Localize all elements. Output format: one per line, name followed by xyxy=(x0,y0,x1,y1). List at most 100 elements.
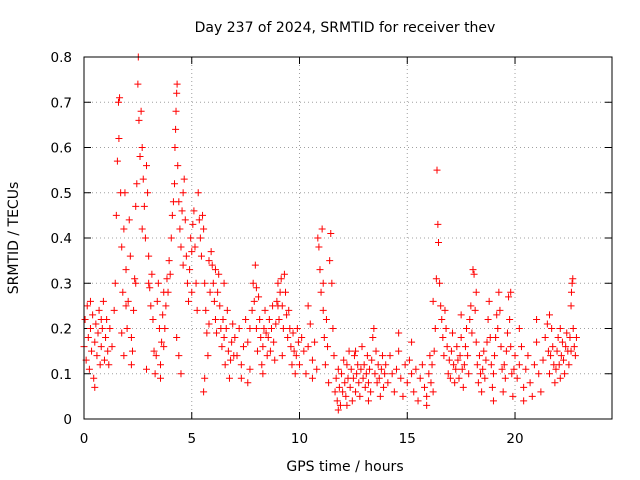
data-point xyxy=(355,379,363,387)
data-point xyxy=(367,388,375,396)
data-point xyxy=(127,361,135,369)
data-point xyxy=(322,315,330,323)
data-point xyxy=(219,315,227,323)
data-point xyxy=(357,365,365,373)
data-point xyxy=(208,261,216,269)
data-point xyxy=(200,225,208,233)
data-point xyxy=(451,379,459,387)
data-point xyxy=(515,325,523,332)
data-point xyxy=(95,306,103,314)
x-tick-labels: 0 5 10 15 20 xyxy=(80,431,524,447)
data-point xyxy=(493,311,501,319)
data-point xyxy=(167,234,175,242)
data-point xyxy=(526,379,534,387)
data-point xyxy=(279,325,287,332)
data-point xyxy=(210,297,218,305)
y-axis-label: SRMTID / TECUs xyxy=(6,182,22,295)
data-point xyxy=(113,157,121,165)
data-point xyxy=(408,338,416,346)
data-point xyxy=(148,270,156,278)
data-point xyxy=(431,325,439,332)
data-point xyxy=(314,234,322,242)
data-point xyxy=(324,343,332,351)
data-point xyxy=(274,302,282,310)
data-point xyxy=(151,370,159,378)
data-point xyxy=(211,266,219,274)
data-points xyxy=(80,53,580,414)
data-point xyxy=(566,334,574,342)
data-point xyxy=(491,352,499,360)
data-point xyxy=(88,347,96,355)
data-point xyxy=(333,397,341,405)
data-point xyxy=(291,370,299,378)
x-tick-label: 20 xyxy=(506,431,523,447)
data-point xyxy=(188,248,196,256)
y-tick-label: 0.4 xyxy=(51,231,72,247)
data-point xyxy=(127,334,135,342)
data-point xyxy=(97,343,105,351)
data-point xyxy=(330,352,338,360)
data-point xyxy=(298,334,306,342)
data-point xyxy=(423,401,431,409)
data-point xyxy=(459,383,467,391)
data-point xyxy=(441,306,449,314)
data-point xyxy=(343,361,351,369)
data-point xyxy=(306,320,314,328)
data-point xyxy=(294,338,302,346)
y-tick-label: 0.1 xyxy=(51,367,72,383)
data-point xyxy=(560,356,568,364)
data-point xyxy=(399,392,407,400)
data-point xyxy=(429,297,437,305)
data-point xyxy=(412,365,420,373)
data-point xyxy=(537,388,545,396)
data-point xyxy=(487,361,495,369)
data-point xyxy=(472,338,480,346)
data-point xyxy=(204,352,212,360)
data-point xyxy=(571,352,579,360)
data-point xyxy=(426,352,434,360)
data-point xyxy=(445,356,453,364)
data-point xyxy=(438,315,446,323)
data-point xyxy=(132,202,140,210)
data-point xyxy=(345,347,353,355)
data-point xyxy=(350,352,358,360)
data-point xyxy=(509,392,517,400)
data-point xyxy=(190,207,198,215)
data-point xyxy=(102,334,110,342)
data-point xyxy=(233,352,241,360)
data-point xyxy=(138,144,146,151)
data-point xyxy=(370,325,378,332)
data-point xyxy=(304,343,312,351)
data-point xyxy=(430,347,438,355)
data-point xyxy=(470,270,478,278)
data-point xyxy=(164,288,172,296)
data-point xyxy=(547,352,555,360)
data-point xyxy=(285,306,293,314)
data-point xyxy=(565,361,573,369)
data-point xyxy=(177,370,185,378)
data-point xyxy=(348,397,356,405)
data-point xyxy=(111,279,119,287)
data-point xyxy=(452,365,460,373)
data-point xyxy=(311,338,319,346)
data-point xyxy=(158,338,166,346)
data-point xyxy=(119,288,127,296)
data-point xyxy=(456,352,464,360)
data-point xyxy=(93,352,101,360)
data-point xyxy=(274,279,282,287)
data-point xyxy=(91,383,99,391)
data-point xyxy=(280,270,288,278)
data-point xyxy=(145,279,153,287)
data-point xyxy=(137,107,145,115)
data-point xyxy=(237,374,245,382)
data-point xyxy=(495,288,503,296)
data-point xyxy=(336,401,344,409)
data-point xyxy=(172,125,180,133)
data-point xyxy=(161,325,169,332)
data-point xyxy=(315,243,323,251)
data-point xyxy=(503,329,511,337)
data-point xyxy=(541,334,549,342)
data-point xyxy=(216,302,224,310)
data-point xyxy=(99,297,107,305)
data-point xyxy=(362,370,370,378)
